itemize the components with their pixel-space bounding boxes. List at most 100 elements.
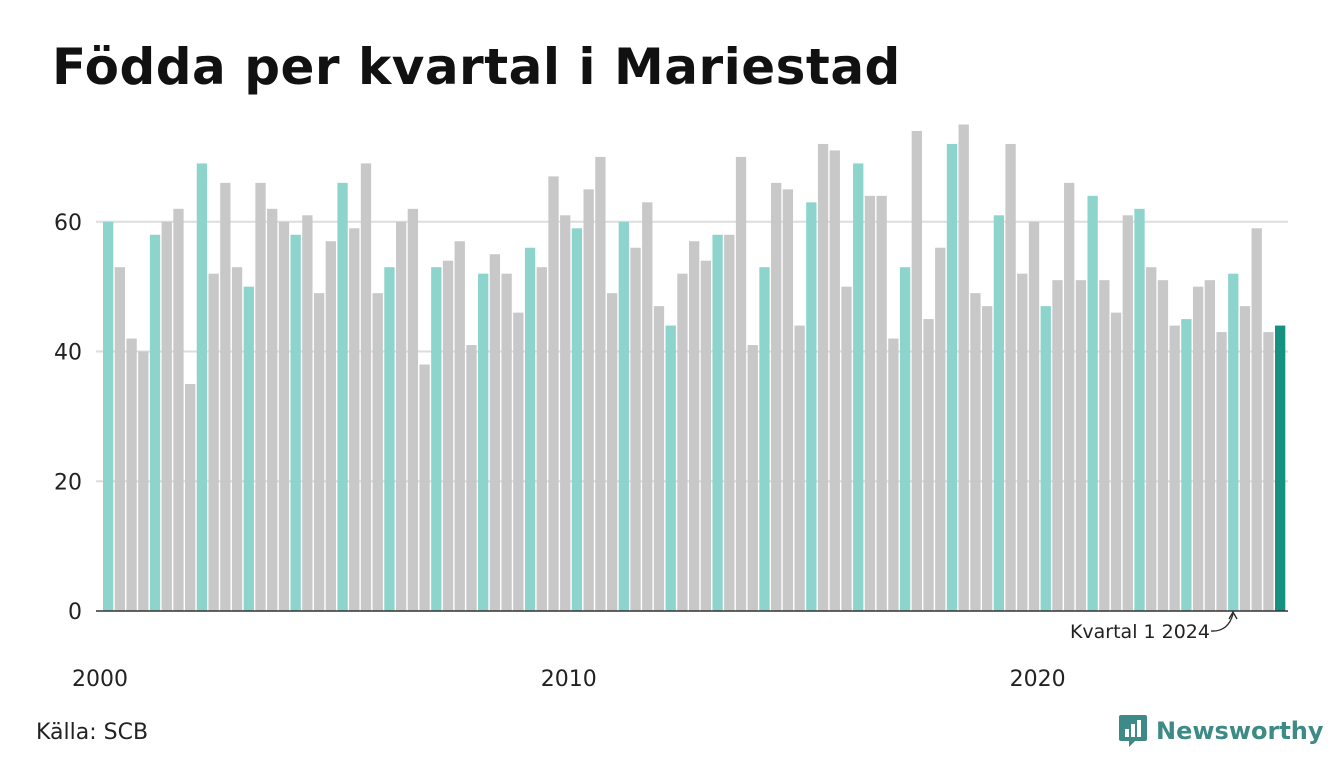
bar [489, 254, 501, 611]
bar [899, 267, 911, 611]
bar [583, 189, 594, 612]
bar [1099, 280, 1110, 611]
bar [1251, 228, 1262, 611]
bar [313, 293, 325, 611]
bar [642, 202, 653, 611]
bar [806, 202, 817, 611]
bar [501, 273, 512, 611]
bar [1075, 280, 1087, 611]
bar [173, 208, 184, 611]
bar [325, 241, 336, 611]
bar [149, 234, 161, 611]
bar [759, 267, 770, 611]
bar [478, 273, 489, 611]
bar [1052, 280, 1063, 611]
bar [513, 312, 524, 611]
x-tick-label: 2000 [72, 667, 128, 692]
bar [278, 221, 290, 612]
bar [946, 143, 958, 611]
bar [1087, 195, 1098, 611]
x-tick-label: 2020 [1010, 667, 1066, 692]
bar [1228, 273, 1239, 611]
bar [114, 267, 126, 611]
source-note: Källa: SCB [36, 720, 149, 745]
bar [407, 208, 419, 611]
x-axis-ticks: 2000 2010 2020 [72, 667, 1066, 692]
brand-name: Newsworthy [1156, 717, 1324, 745]
x-tick-label: 2010 [541, 667, 597, 692]
bar [1216, 332, 1227, 611]
bar [841, 286, 852, 611]
bars [103, 124, 1286, 612]
annotation-label: Kvartal 1 2024 [1070, 621, 1210, 643]
bar [1005, 143, 1016, 611]
bar [302, 215, 313, 612]
bar [1181, 319, 1192, 611]
y-axis-ticks: 0 20 40 60 [54, 211, 82, 625]
bar [1263, 332, 1274, 611]
bar [653, 306, 665, 611]
bar [560, 215, 571, 612]
bar [349, 228, 360, 611]
bar [1157, 280, 1169, 611]
bar [384, 267, 395, 611]
bar [689, 241, 700, 611]
bar [1146, 267, 1157, 611]
bar [220, 182, 231, 611]
bar [454, 241, 465, 611]
bar [712, 234, 723, 611]
bar [290, 234, 301, 611]
bar [982, 306, 993, 611]
bar [396, 221, 407, 612]
bar [536, 267, 547, 611]
annotation: Kvartal 1 2024 [1070, 610, 1238, 643]
bar [103, 221, 114, 612]
bar [571, 228, 583, 611]
bar-latest [1275, 325, 1286, 611]
bar [524, 247, 536, 612]
bar [747, 345, 758, 611]
bar [618, 221, 629, 612]
bar [829, 150, 840, 611]
bar [1122, 215, 1133, 612]
bar [794, 325, 805, 611]
bar [1017, 273, 1028, 611]
bar [138, 351, 149, 611]
bar [911, 130, 922, 611]
bar [337, 182, 348, 611]
bar [419, 364, 430, 611]
bar [782, 189, 794, 612]
bar [1192, 286, 1204, 611]
bar [665, 325, 676, 611]
bar [853, 163, 864, 611]
bar [735, 156, 747, 612]
bar [1028, 221, 1040, 612]
bar [993, 215, 1005, 612]
bar [677, 273, 688, 611]
y-tick-label: 60 [54, 211, 82, 236]
bar [1169, 325, 1180, 611]
bar [724, 234, 735, 611]
annotation-arrowhead [1228, 610, 1238, 620]
bar [771, 182, 782, 611]
bar [864, 195, 876, 611]
bar [1040, 306, 1051, 611]
bar [1064, 182, 1075, 611]
bar [630, 247, 641, 612]
bar [1134, 208, 1145, 611]
bar [958, 124, 969, 612]
bar [161, 221, 172, 612]
bar [442, 260, 454, 611]
brand-logo: Newsworthy [1118, 713, 1324, 749]
bar [466, 345, 477, 611]
bar [372, 293, 383, 611]
bar [606, 293, 618, 611]
bar [196, 163, 208, 611]
y-tick-label: 20 [54, 470, 82, 495]
bar [548, 176, 559, 611]
bar [255, 182, 266, 611]
bar [1239, 306, 1251, 611]
bar [595, 156, 606, 612]
y-tick-label: 40 [54, 341, 82, 366]
